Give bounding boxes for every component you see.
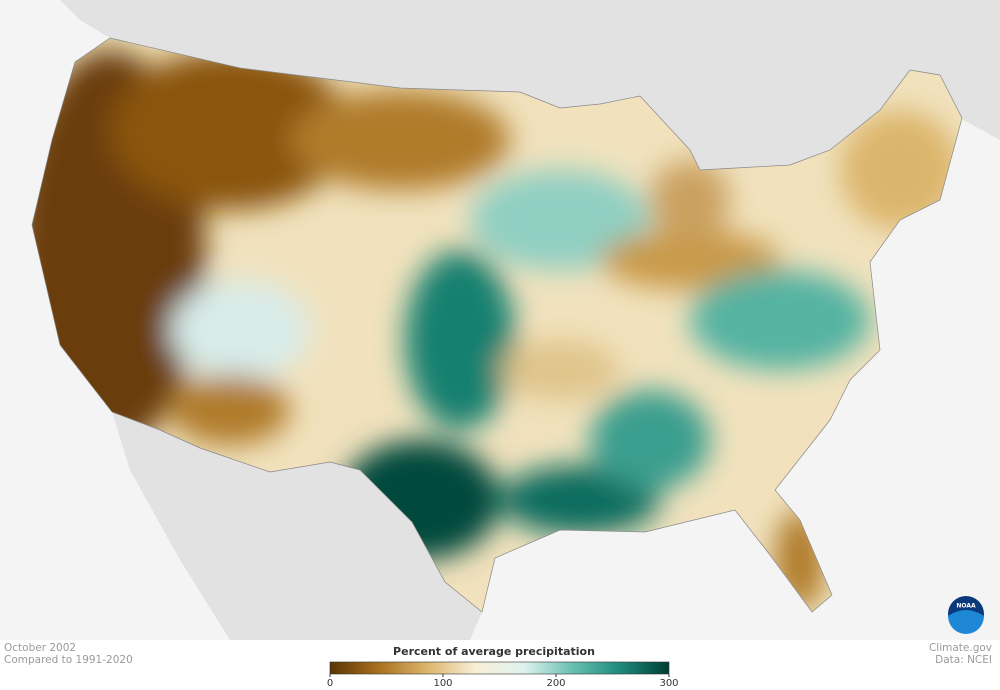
legend-tick-label: 100	[433, 678, 452, 689]
logo-text: NOAA	[956, 603, 976, 610]
credit: Climate.gov	[929, 642, 992, 654]
mexico	[112, 412, 482, 640]
legend-tick-label: 300	[659, 678, 678, 689]
baseline: Compared to 1991-2020	[4, 654, 133, 666]
legend-tick-label: 0	[327, 678, 333, 689]
legend-bar	[329, 661, 670, 675]
us-border	[31, 37, 963, 613]
source: Data: NCEI	[935, 654, 992, 666]
legend-title: Percent of average precipitation	[393, 645, 595, 658]
noaa-logo: NOAA	[948, 596, 984, 634]
legend-tick-label: 200	[546, 678, 565, 689]
legend-ticks: 0 100 200 300	[327, 674, 679, 689]
canada	[60, 0, 1000, 170]
period: October 2002	[4, 642, 76, 654]
